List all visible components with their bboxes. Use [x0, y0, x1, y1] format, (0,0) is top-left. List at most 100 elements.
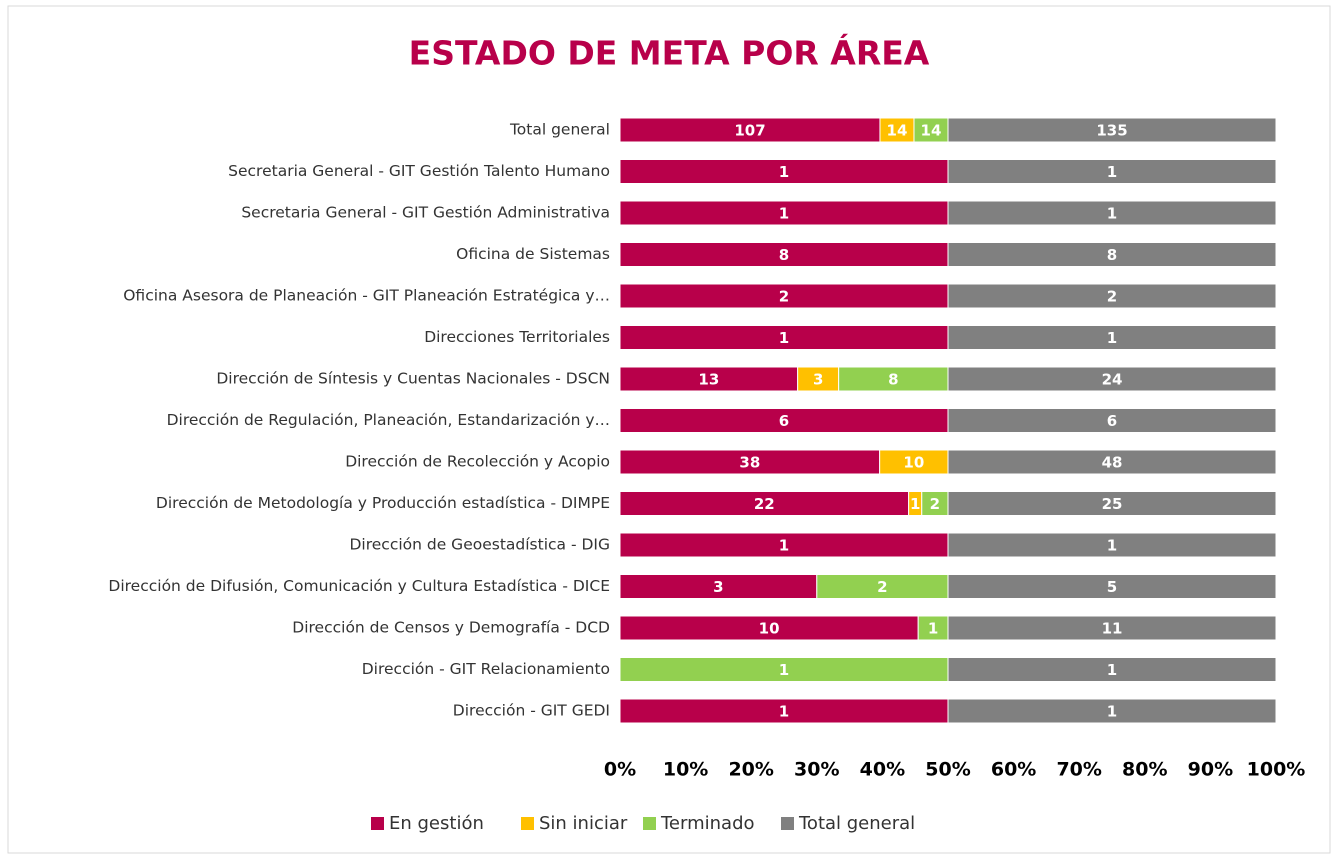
value-label: 1	[779, 703, 789, 721]
value-label: 1	[1107, 661, 1117, 679]
bar-segment	[619, 408, 949, 433]
legend-swatch	[521, 817, 534, 830]
value-label: 1	[779, 163, 789, 181]
bar-segment	[947, 698, 1277, 724]
value-label: 8	[888, 371, 898, 389]
bar-segment	[619, 698, 949, 724]
value-label: 13	[698, 371, 719, 389]
x-tick-label: 30%	[794, 759, 839, 781]
value-label: 1	[779, 661, 789, 679]
bar-segment	[619, 366, 799, 392]
value-label: 8	[1107, 246, 1117, 264]
value-label: 2	[779, 288, 789, 306]
bar-segment	[947, 408, 1277, 433]
x-tick-label: 20%	[728, 759, 773, 781]
value-label: 1	[1107, 329, 1117, 347]
bar-segment	[619, 574, 818, 599]
value-label: 1	[1107, 703, 1117, 721]
bar-segment	[947, 200, 1277, 226]
value-label: 1	[779, 329, 789, 347]
legend-label: Total general	[798, 813, 915, 834]
x-tick-label: 90%	[1188, 759, 1233, 781]
category-label: Dirección de Recolección y Acopio	[345, 453, 610, 471]
value-label: 1	[779, 537, 789, 555]
x-tick-label: 70%	[1056, 759, 1101, 781]
bar-segment	[619, 615, 919, 641]
value-label: 48	[1102, 454, 1123, 472]
bar-segment	[619, 200, 949, 226]
bar-segment	[947, 325, 1277, 350]
value-label: 14	[887, 122, 908, 140]
value-label: 2	[877, 578, 887, 596]
value-label: 135	[1096, 122, 1127, 140]
bar-segment	[947, 159, 1277, 184]
bar-segment	[947, 449, 1277, 475]
value-label: 3	[813, 371, 823, 389]
bar-segment	[797, 366, 840, 392]
x-tick-label: 60%	[991, 759, 1036, 781]
value-label: 1	[910, 495, 920, 513]
bar-segment	[619, 325, 949, 350]
category-label: Dirección de Geoestadística - DIG	[349, 536, 610, 554]
category-label: Oficina Asesora de Planeación - GIT Plan…	[123, 287, 610, 305]
x-tick-label: 50%	[925, 759, 970, 781]
value-label: 3	[713, 578, 723, 596]
category-label: Dirección de Síntesis y Cuentas Nacional…	[216, 370, 610, 388]
category-label: Dirección - GIT GEDI	[453, 702, 610, 720]
value-label: 5	[1107, 578, 1117, 596]
bar-segment	[879, 117, 915, 143]
value-label: 1	[779, 205, 789, 223]
value-label: 6	[779, 412, 789, 430]
category-label: Dirección de Censos y Demografía - DCD	[292, 619, 610, 637]
value-label: 2	[930, 495, 940, 513]
category-label: Dirección - GIT Relacionamiento	[362, 660, 610, 678]
bar-segment	[619, 242, 949, 267]
bar-segment	[947, 532, 1277, 558]
category-label: Secretaria General - GIT Gestión Talento…	[228, 162, 610, 180]
legend-swatch	[643, 817, 656, 830]
legend-swatch	[371, 817, 384, 830]
category-label: Secretaria General - GIT Gestión Adminis…	[241, 204, 610, 222]
legend-label: Sin iniciar	[539, 813, 628, 834]
value-label: 11	[1102, 620, 1123, 638]
bar-segment	[947, 574, 1277, 599]
bar-segment	[947, 491, 1277, 516]
value-label: 1	[1107, 163, 1117, 181]
value-label: 1	[1107, 205, 1117, 223]
value-label: 6	[1107, 412, 1117, 430]
bar-segment	[947, 366, 1277, 392]
value-label: 2	[1107, 288, 1117, 306]
value-label: 22	[754, 495, 775, 513]
bar-segment	[947, 117, 1277, 143]
bar-segment	[816, 574, 949, 599]
category-label: Direcciones Territoriales	[424, 328, 610, 346]
legend-swatch	[781, 817, 794, 830]
bar-segment	[921, 491, 949, 516]
category-label: Total general	[509, 121, 610, 139]
bar-segment	[619, 117, 881, 143]
bar-segment	[619, 283, 949, 309]
x-tick-label: 40%	[860, 759, 905, 781]
x-tick-label: 80%	[1122, 759, 1167, 781]
bar-segment	[947, 657, 1277, 682]
value-label: 10	[759, 620, 780, 638]
bar-segment	[619, 491, 910, 516]
value-label: 8	[779, 246, 789, 264]
value-label: 107	[734, 122, 765, 140]
category-label: Dirección de Metodología y Producción es…	[156, 494, 610, 512]
bar-segment	[947, 615, 1277, 641]
bar-segment	[838, 366, 949, 392]
x-tick-label: 10%	[663, 759, 708, 781]
value-label: 14	[921, 122, 942, 140]
category-label: Oficina de Sistemas	[456, 245, 610, 263]
bar-segment	[619, 449, 881, 475]
value-label: 1	[928, 620, 938, 638]
value-label: 25	[1102, 495, 1123, 513]
bar-segment	[947, 283, 1277, 309]
bar-segment	[879, 449, 949, 475]
bar-segment	[947, 242, 1277, 267]
x-tick-label: 100%	[1247, 759, 1306, 781]
category-label: Dirección de Regulación, Planeación, Est…	[167, 411, 610, 429]
value-label: 24	[1102, 371, 1123, 389]
value-label: 38	[739, 454, 760, 472]
